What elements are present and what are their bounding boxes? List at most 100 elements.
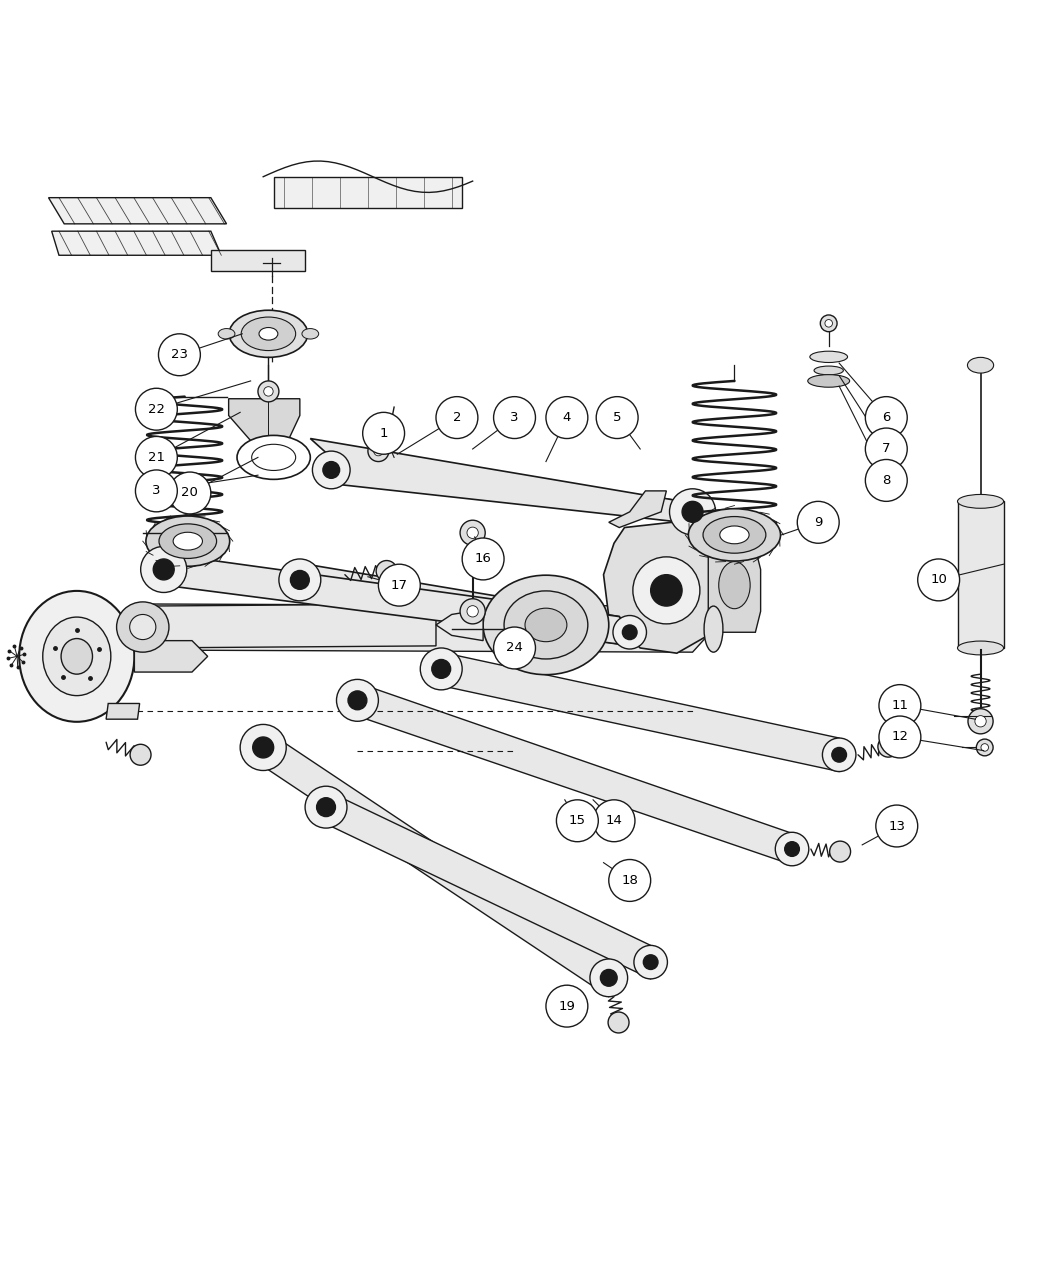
Circle shape (420, 648, 462, 690)
Circle shape (546, 397, 588, 439)
Ellipse shape (242, 317, 296, 351)
Ellipse shape (705, 606, 722, 652)
Circle shape (460, 520, 485, 546)
Text: 10: 10 (930, 574, 947, 586)
Polygon shape (441, 652, 849, 771)
Circle shape (240, 724, 287, 770)
Polygon shape (51, 231, 222, 255)
Text: 11: 11 (891, 699, 908, 711)
Text: 14: 14 (606, 815, 623, 827)
Circle shape (623, 625, 637, 640)
Circle shape (590, 959, 628, 997)
Circle shape (130, 745, 151, 765)
Text: 15: 15 (569, 815, 586, 827)
Circle shape (313, 451, 350, 488)
Ellipse shape (958, 641, 1004, 655)
Circle shape (556, 799, 598, 842)
Polygon shape (148, 604, 714, 652)
Circle shape (775, 833, 808, 866)
Circle shape (378, 565, 420, 606)
Circle shape (879, 717, 921, 757)
Ellipse shape (259, 328, 278, 340)
Ellipse shape (129, 615, 155, 640)
Polygon shape (436, 609, 483, 640)
Circle shape (368, 441, 388, 462)
Bar (958, 501, 1004, 648)
Polygon shape (48, 198, 227, 224)
Text: 8: 8 (882, 474, 890, 487)
Circle shape (135, 389, 177, 430)
Ellipse shape (117, 602, 169, 652)
Ellipse shape (967, 357, 993, 374)
Circle shape (825, 320, 833, 328)
Circle shape (879, 685, 921, 727)
Circle shape (467, 527, 479, 538)
Text: 17: 17 (391, 579, 407, 592)
Polygon shape (164, 553, 630, 645)
Text: 6: 6 (882, 411, 890, 425)
Circle shape (169, 472, 211, 514)
Text: 1: 1 (379, 427, 387, 440)
Circle shape (279, 558, 321, 601)
Circle shape (467, 606, 479, 617)
Text: 16: 16 (475, 552, 491, 565)
Circle shape (348, 691, 366, 710)
Circle shape (546, 986, 588, 1028)
Circle shape (494, 627, 536, 669)
Text: 23: 23 (171, 348, 188, 361)
Ellipse shape (218, 329, 235, 339)
Circle shape (376, 561, 397, 581)
Text: 24: 24 (506, 641, 523, 654)
Circle shape (384, 428, 394, 439)
Circle shape (981, 743, 988, 751)
Polygon shape (229, 399, 300, 449)
Polygon shape (106, 704, 140, 719)
Text: 12: 12 (891, 731, 908, 743)
Ellipse shape (810, 351, 847, 362)
Circle shape (153, 558, 174, 580)
Circle shape (968, 709, 993, 734)
Ellipse shape (689, 509, 780, 561)
Polygon shape (311, 439, 682, 523)
Text: 7: 7 (882, 442, 890, 455)
Circle shape (593, 799, 635, 842)
Ellipse shape (814, 366, 843, 375)
Polygon shape (300, 564, 630, 645)
Ellipse shape (504, 590, 588, 659)
Ellipse shape (483, 575, 609, 674)
Circle shape (432, 659, 450, 678)
Text: 19: 19 (559, 1000, 575, 1012)
Circle shape (596, 397, 638, 439)
Circle shape (865, 428, 907, 470)
Circle shape (374, 446, 383, 455)
Circle shape (135, 436, 177, 478)
Circle shape (878, 736, 899, 757)
Circle shape (462, 538, 504, 580)
Polygon shape (709, 548, 760, 632)
Text: 3: 3 (510, 411, 519, 425)
Circle shape (264, 386, 273, 397)
Circle shape (135, 470, 177, 511)
Circle shape (865, 397, 907, 439)
Circle shape (291, 570, 310, 589)
Circle shape (460, 599, 485, 623)
Ellipse shape (229, 310, 308, 357)
Circle shape (633, 557, 700, 623)
Circle shape (306, 787, 346, 827)
Text: 18: 18 (622, 873, 638, 887)
Circle shape (336, 680, 378, 722)
Polygon shape (264, 728, 625, 997)
Ellipse shape (237, 435, 311, 479)
Circle shape (323, 462, 339, 478)
Circle shape (832, 747, 846, 762)
Circle shape (644, 955, 658, 969)
Ellipse shape (525, 608, 567, 641)
Ellipse shape (807, 375, 849, 388)
Ellipse shape (173, 532, 203, 550)
Circle shape (670, 488, 716, 536)
Text: 2: 2 (453, 411, 461, 425)
Circle shape (609, 859, 651, 901)
Ellipse shape (704, 516, 765, 553)
Ellipse shape (719, 561, 750, 608)
Ellipse shape (252, 444, 296, 470)
